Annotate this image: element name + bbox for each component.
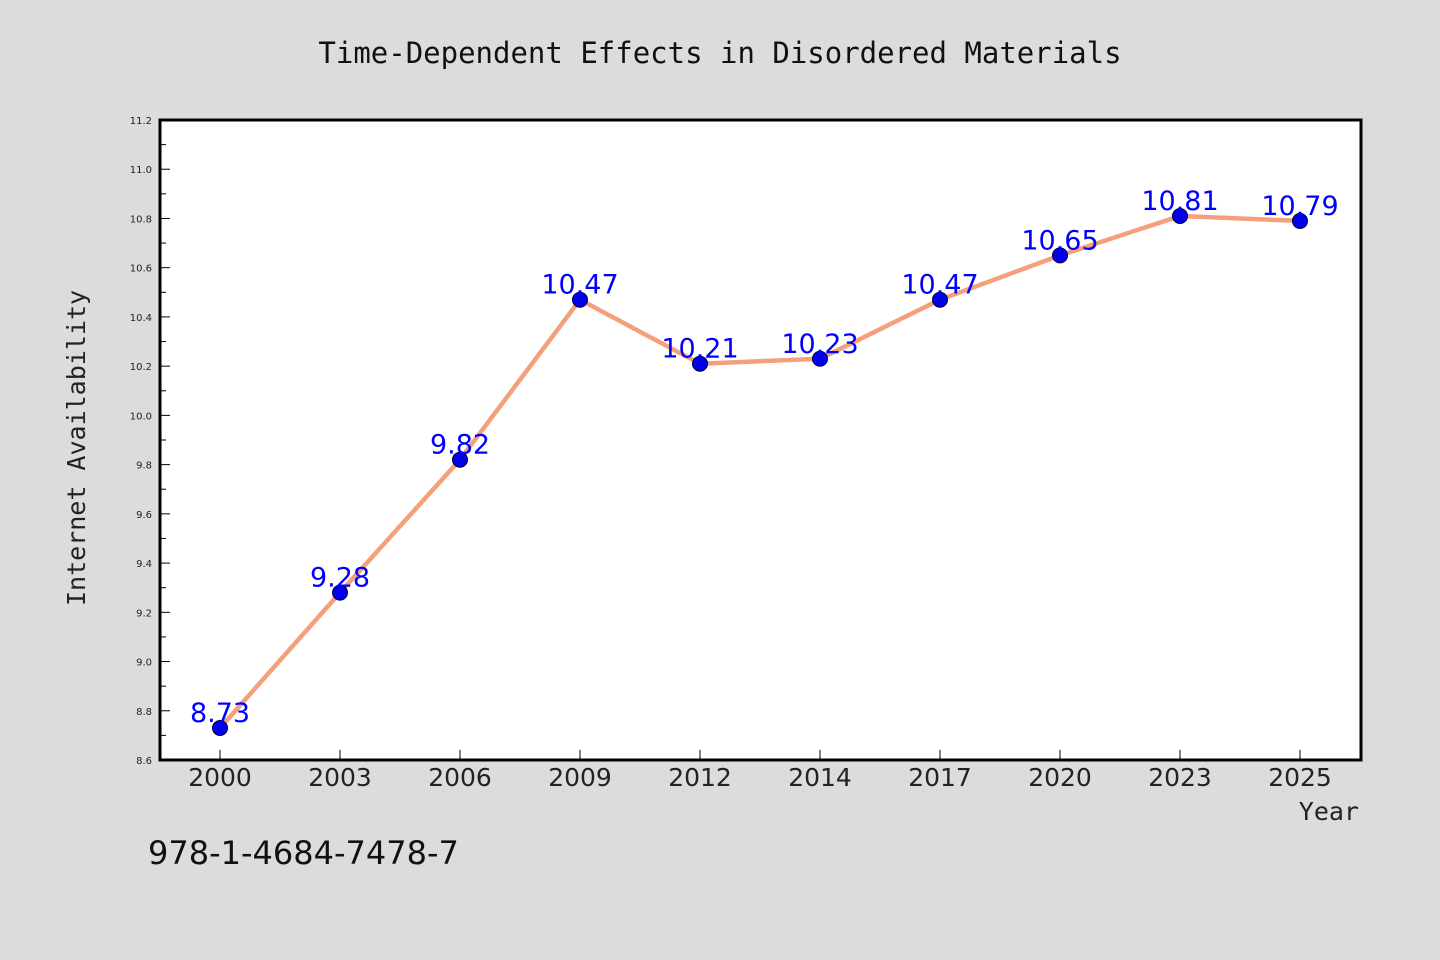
y-tick-label: 10.0	[130, 411, 152, 422]
data-label: 10.81	[1141, 186, 1218, 217]
data-point	[332, 584, 348, 601]
x-tick-label: 2014	[788, 763, 852, 792]
y-axis: 8.6 8.8 9.0 9.2 9.4 9.6 9.8 10.0 10.2 10.4 10.6 10.…	[130, 116, 170, 767]
x-tick-label: 2017	[908, 763, 972, 792]
x-tick-label: 2006	[428, 763, 492, 792]
series-line	[218, 213, 1301, 730]
y-tick-label: 11.0	[130, 165, 152, 176]
data-label: 9.28	[310, 563, 370, 594]
data-label: 10.23	[781, 329, 858, 360]
plot-area	[158, 118, 1363, 762]
y-tick-label: 9.8	[136, 461, 152, 472]
data-label: 10.65	[1021, 225, 1098, 256]
y-tick-label: 8.6	[136, 756, 152, 767]
data-label: 8.73	[190, 698, 250, 729]
data-point	[452, 451, 468, 468]
data-point	[692, 355, 708, 372]
data-point	[932, 291, 948, 308]
series-layer: 8.73 9.28 9.82 10.47 10.21 10.23 10.47 10.65 10.…	[190, 186, 1339, 736]
y-tick-label: 10.6	[130, 264, 152, 275]
x-tick-label: 2025	[1268, 763, 1332, 792]
data-point	[1292, 212, 1308, 229]
x-tick-label: 2023	[1148, 763, 1212, 792]
isbn-text: 978-1-4684-7478-7	[148, 834, 459, 872]
y-tick-label: 9.0	[136, 658, 152, 669]
data-label: 10.79	[1261, 191, 1338, 222]
x-tick-label: 2012	[668, 763, 732, 792]
data-point	[1172, 208, 1188, 224]
y-tick-label: 10.8	[130, 214, 152, 225]
data-label: 9.82	[430, 430, 490, 461]
x-axis-label: Year	[1299, 797, 1359, 826]
y-axis-label: Internet Availability	[62, 290, 91, 606]
x-axis: 2000 2003 2006 2009 2012 2014 2017 2020 2023 2025	[188, 750, 1332, 792]
x-tick-label: 2020	[1028, 763, 1092, 792]
data-point	[812, 350, 828, 367]
data-point	[212, 720, 228, 736]
y-tick-label: 10.2	[130, 362, 152, 373]
chart-title: Time-Dependent Effects in Disordered Mat…	[318, 36, 1121, 70]
data-point	[1052, 247, 1068, 264]
x-tick-label: 2003	[308, 763, 372, 792]
y-tick-label: 11.2	[130, 116, 152, 127]
y-tick-label: 8.8	[136, 707, 152, 718]
y-tick-label: 10.4	[130, 313, 152, 324]
y-tick-label: 9.2	[136, 608, 152, 619]
x-tick-label: 2009	[548, 763, 612, 792]
y-tick-label: 9.6	[136, 510, 152, 521]
y-tick-label: 9.4	[136, 559, 152, 570]
data-label: 10.47	[541, 270, 618, 301]
data-point	[572, 291, 588, 308]
data-label: 10.47	[901, 270, 978, 301]
data-label: 10.21	[661, 334, 738, 365]
x-tick-label: 2000	[188, 763, 252, 792]
